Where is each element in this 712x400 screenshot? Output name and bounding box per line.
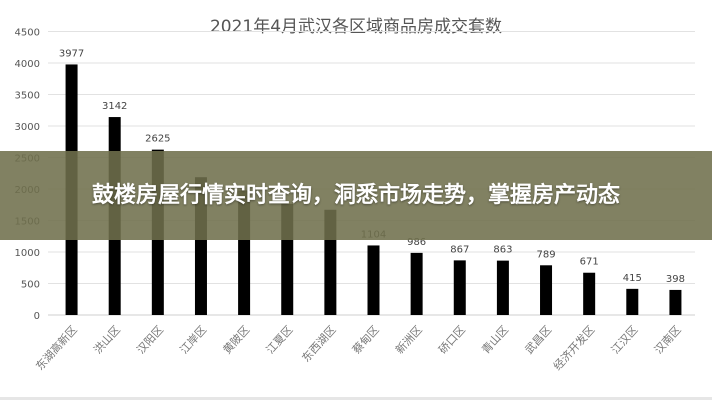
x-tick-label: 硚口区 <box>436 323 468 356</box>
bar <box>453 260 466 315</box>
y-tick-label: 1000 <box>15 248 40 259</box>
bar <box>626 288 639 315</box>
bar <box>540 265 553 315</box>
data-label: 867 <box>450 244 469 255</box>
data-label: 986 <box>407 237 426 248</box>
x-tick-label: 新洲区 <box>392 323 424 357</box>
x-tick-label: 江汉区 <box>609 323 641 356</box>
y-tick-label: 4500 <box>15 28 40 39</box>
bar <box>496 260 509 315</box>
y-tick-label: 0 <box>34 311 40 322</box>
bar <box>367 245 380 315</box>
data-label: 863 <box>493 245 512 256</box>
bar <box>583 272 596 315</box>
x-tick-label: 武昌区 <box>523 323 555 356</box>
data-label: 671 <box>580 257 599 268</box>
x-tick-label: 江夏区 <box>264 323 296 356</box>
x-tick-label: 东西湖区 <box>299 323 338 364</box>
y-tick-label: 3000 <box>15 122 40 133</box>
data-label: 3977 <box>59 48 84 59</box>
x-tick-label: 汉南区 <box>652 323 684 356</box>
x-tick-label: 黄陂区 <box>220 323 252 357</box>
bar <box>669 289 682 315</box>
data-label: 415 <box>623 273 642 284</box>
y-tick-label: 3500 <box>15 91 40 102</box>
x-tick-label: 江岸区 <box>177 323 209 356</box>
bar <box>410 252 423 315</box>
data-label: 789 <box>536 249 555 260</box>
x-tick-label: 青山区 <box>479 323 511 356</box>
y-tick-label: 4000 <box>15 59 40 70</box>
divider <box>0 397 712 400</box>
x-tick-label: 汉阳区 <box>134 323 166 356</box>
x-tick-label: 洪山区 <box>90 323 122 357</box>
data-label: 2625 <box>145 134 170 145</box>
headline-banner: 鼓楼房屋行情实时查询，洞悉市场走势，掌握房产动态 <box>0 151 712 240</box>
headline-text: 鼓楼房屋行情实时查询，洞悉市场走势，掌握房产动态 <box>91 182 620 208</box>
data-label: 398 <box>666 274 685 285</box>
x-tick-label: 东湖高新区 <box>33 323 80 373</box>
x-tick-label: 经济开发区 <box>550 323 597 373</box>
x-tick-label: 蔡甸区 <box>350 323 382 356</box>
data-label: 3142 <box>102 101 127 112</box>
y-tick-label: 500 <box>21 280 40 291</box>
